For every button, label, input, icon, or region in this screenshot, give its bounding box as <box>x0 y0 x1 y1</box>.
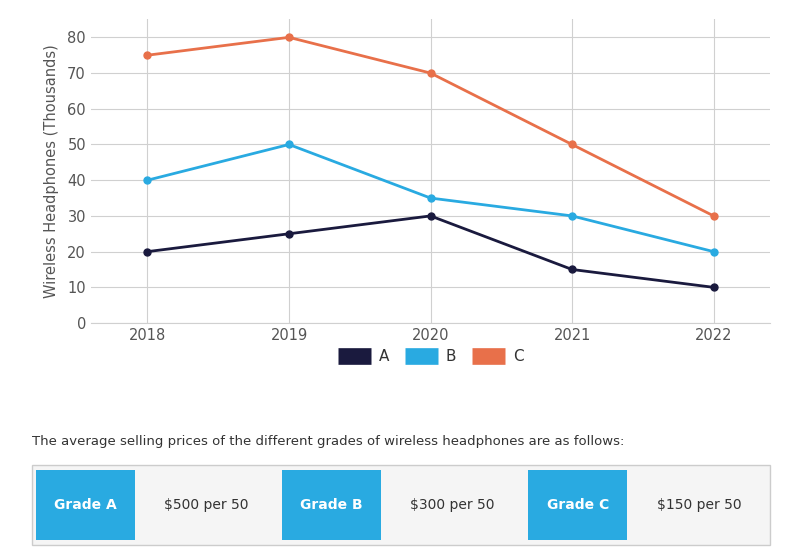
B <box>426 195 435 202</box>
A <box>426 213 435 219</box>
Text: $500 per 50: $500 per 50 <box>164 498 249 512</box>
Text: $300 per 50: $300 per 50 <box>410 498 495 512</box>
C <box>709 213 718 219</box>
A <box>567 266 577 273</box>
B <box>284 141 294 148</box>
C <box>143 52 152 58</box>
Text: Grade A: Grade A <box>54 498 117 512</box>
Text: Grade B: Grade B <box>300 498 363 512</box>
B <box>567 213 577 219</box>
C <box>567 141 577 148</box>
A <box>284 231 294 237</box>
Text: $150 per 50: $150 per 50 <box>656 498 741 512</box>
A <box>709 284 718 291</box>
Text: The average selling prices of the different grades of wireless headphones are as: The average selling prices of the differ… <box>32 436 624 448</box>
A <box>143 248 152 255</box>
Legend: A, B, C: A, B, C <box>332 343 529 370</box>
B <box>709 248 718 255</box>
C <box>284 34 294 41</box>
Text: Grade C: Grade C <box>547 498 609 512</box>
Line: B: B <box>144 141 717 255</box>
Line: C: C <box>144 34 717 219</box>
Y-axis label: Wireless Headphones (Thousands): Wireless Headphones (Thousands) <box>44 45 59 298</box>
Line: A: A <box>144 212 717 291</box>
C <box>426 70 435 76</box>
B <box>143 177 152 184</box>
